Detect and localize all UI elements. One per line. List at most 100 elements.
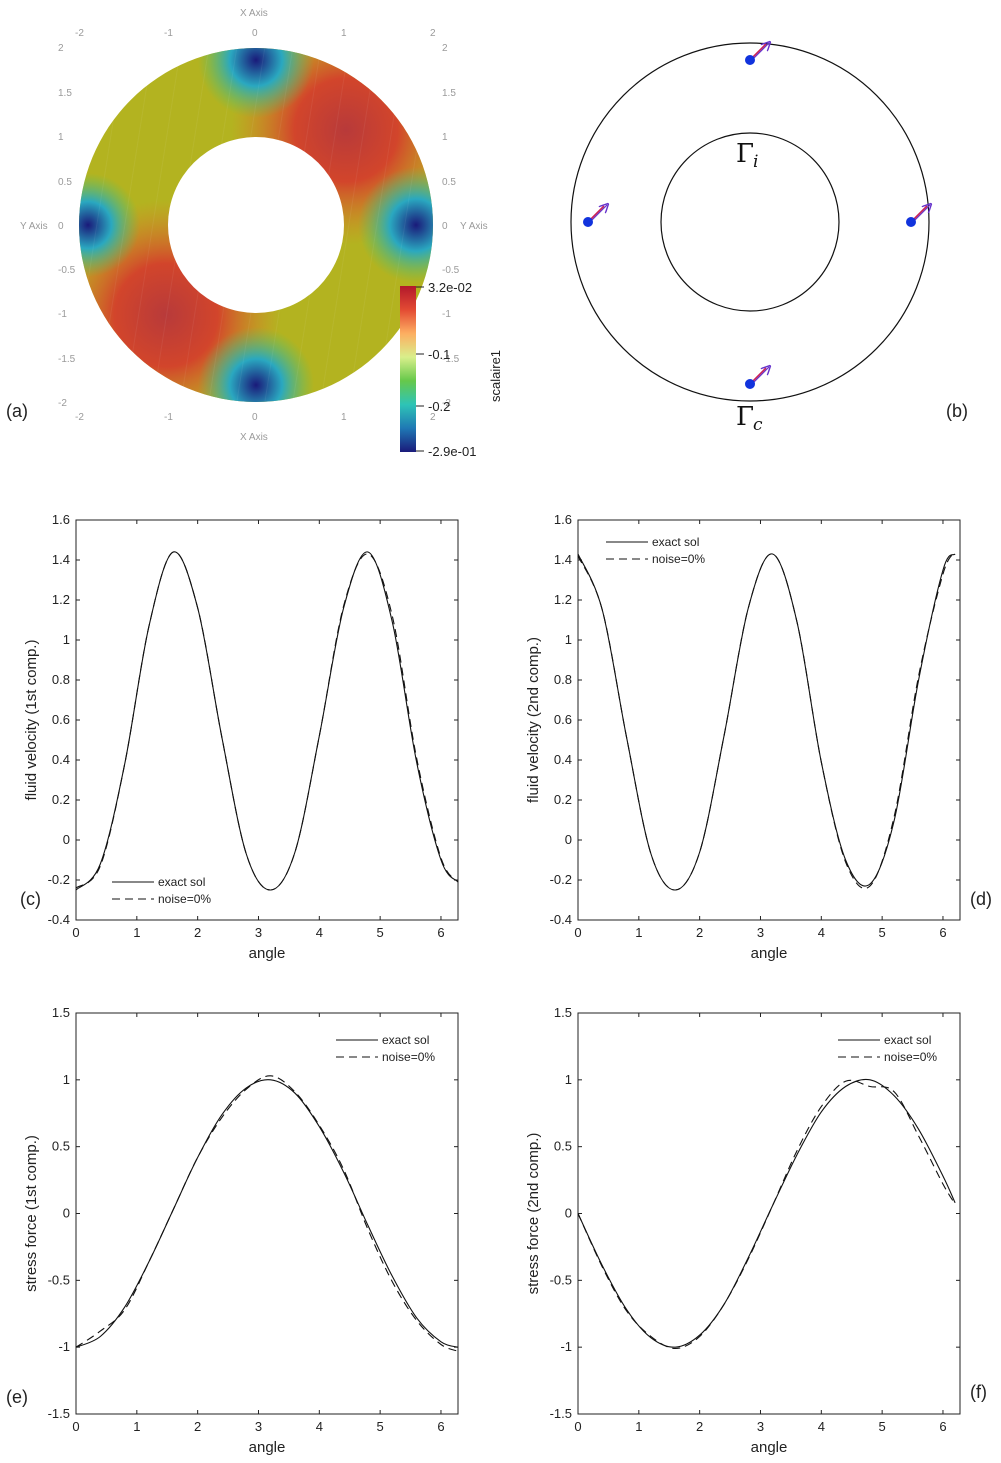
x-tick-label: 1 (133, 1419, 140, 1434)
a-left-tick: 0.5 (58, 177, 72, 188)
y-tick-label: -0.5 (48, 1272, 70, 1287)
a-top-tick: -2 (75, 28, 84, 39)
x-tick-label: 3 (757, 925, 764, 940)
y-tick-label: 1.6 (554, 512, 572, 527)
y-tick-label: 0.2 (52, 792, 70, 807)
x-tick-label: 1 (635, 1419, 642, 1434)
y-tick-label: -0.2 (550, 872, 572, 887)
a-right-tick: -0.5 (442, 265, 460, 276)
a-left-tick: 2 (58, 43, 64, 54)
x-tick-label: 5 (377, 925, 384, 940)
x-tick-label: 4 (818, 925, 825, 940)
x-tick-label: 4 (818, 1419, 825, 1434)
legend: exact sol noise=0% (606, 535, 705, 566)
y-tick-label: 0.5 (554, 1139, 572, 1154)
plot-frame (75, 1012, 459, 1415)
legend-entry: exact sol (652, 535, 699, 549)
y-axis-label: stress force (2nd comp.) (525, 1133, 542, 1295)
panel-label-d: (d) (970, 889, 992, 909)
series-line-exact (577, 1078, 956, 1348)
x-tick-label: 1 (635, 925, 642, 940)
y-tick-label: 0.6 (52, 712, 70, 727)
x-tick-label: 6 (437, 925, 444, 940)
y-tick-label: -1.5 (550, 1406, 572, 1421)
a-left-tick: 0 (58, 221, 64, 232)
x-tick-label: 0 (72, 1419, 79, 1434)
x-axis-label: angle (751, 1439, 788, 1456)
colorbar-min-label: -2.9e-01 (428, 444, 476, 459)
y-tick-label: 1.5 (52, 1005, 70, 1020)
y-tick-label: 0 (565, 832, 572, 847)
a-bottom-tick: 2 (430, 412, 436, 423)
legend-entry: noise=0% (382, 1050, 435, 1064)
panel-label-c: (c) (20, 889, 41, 909)
flux-arrow-head (751, 367, 769, 385)
a-right-tick: 0.5 (442, 177, 456, 188)
colorbar-gradient (400, 286, 416, 452)
annulus-hole (168, 137, 344, 313)
a-left-tick: -0.5 (58, 265, 76, 276)
series-line-exact (75, 551, 459, 891)
series-line-noise (577, 1079, 956, 1350)
field-region (198, 48, 314, 118)
y-tick-label: 0.8 (52, 672, 70, 687)
a-y-axis-name-left: Y Axis (20, 221, 48, 232)
colorbar: 3.2e-02 -0.1 -0.2 -2.9e-01 scalaire1 (400, 280, 503, 459)
y-axis-label: fluid velocity (1st comp.) (23, 640, 40, 801)
measurement-point (906, 217, 916, 227)
y-tick-label: 1 (565, 1072, 572, 1087)
x-tick-label: 2 (696, 925, 703, 940)
x-tick-label: 0 (574, 925, 581, 940)
y-tick-label: 0 (63, 1206, 70, 1221)
y-tick-label: 1.2 (554, 592, 572, 607)
a-y-axis-name-right: Y Axis (460, 221, 488, 232)
colorbar-title: scalaire1 (488, 350, 503, 402)
a-top-tick: 2 (430, 28, 436, 39)
field-region (358, 167, 433, 283)
panel-label-f: (f) (970, 1382, 987, 1402)
y-tick-label: 1.6 (52, 512, 70, 527)
a-bottom-tick: 1 (341, 412, 347, 423)
flux-arrow-head (751, 43, 769, 61)
measurement-point (745, 379, 755, 389)
x-tick-label: 6 (939, 925, 946, 940)
a-right-tick: -1 (442, 309, 451, 320)
measurement-point (745, 55, 755, 65)
field-region (79, 173, 140, 277)
a-right-tick: -2 (442, 398, 451, 409)
y-tick-label: -0.5 (550, 1272, 572, 1287)
x-tick-label: 5 (377, 1419, 384, 1434)
series-line-noise (75, 1075, 459, 1352)
x-tick-label: 2 (194, 1419, 201, 1434)
x-tick-label: 6 (437, 1419, 444, 1434)
chart-c: 0 1 2 3 4 5 6 -0.4 -0.2 0 0.2 0.4 0.6 0.8 1 1.2 1.4 1.6 an… (23, 512, 459, 962)
x-tick-label: 3 (255, 925, 262, 940)
x-tick-label: 0 (72, 925, 79, 940)
series-line-exact (75, 1079, 459, 1348)
a-left-tick: -1 (58, 309, 67, 320)
y-tick-label: -0.2 (48, 872, 70, 887)
a-right-tick: 1 (442, 132, 448, 143)
x-tick-label: 3 (757, 1419, 764, 1434)
x-tick-label: 3 (255, 1419, 262, 1434)
svg-text:c: c (753, 415, 763, 435)
y-tick-label: 0 (565, 1206, 572, 1221)
y-tick-label: 1 (63, 1072, 70, 1087)
y-tick-label: 1.2 (52, 592, 70, 607)
x-tick-label: 4 (316, 1419, 323, 1434)
a-top-tick: 1 (341, 28, 347, 39)
y-tick-label: -1 (58, 1339, 70, 1354)
y-tick-label: 0.4 (554, 752, 572, 767)
a-left-tick: -1.5 (58, 354, 76, 365)
x-axis-label: angle (249, 945, 286, 962)
inner-boundary-label: Γ i (736, 139, 758, 172)
y-tick-label: 0.8 (554, 672, 572, 687)
x-tick-label: 1 (133, 925, 140, 940)
a-bottom-tick: -1 (164, 412, 173, 423)
y-tick-label: 1.4 (52, 552, 70, 567)
colorbar-mid1-label: -0.1 (428, 347, 450, 362)
y-tick-label: 0 (63, 832, 70, 847)
a-left-tick: 1.5 (58, 88, 72, 99)
